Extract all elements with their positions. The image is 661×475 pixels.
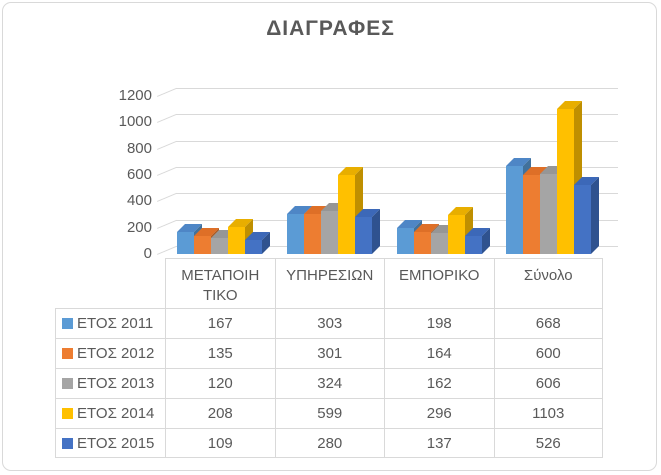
gridline-diagonal xyxy=(157,88,177,97)
bar-side-face xyxy=(591,177,599,254)
y-tick-label: 200 xyxy=(126,218,152,236)
bar xyxy=(465,228,490,254)
table-category-header: ΕΜΠΟΡΙΚΟ xyxy=(384,258,494,308)
table-legend-cell: ΕΤΟΣ 2011 xyxy=(55,308,165,338)
legend-swatch xyxy=(62,408,73,419)
table-value-cell: 135 xyxy=(165,338,275,368)
table-legend-cell: ΕΤΟΣ 2015 xyxy=(55,428,165,458)
table-value-cell: 109 xyxy=(165,428,275,458)
bar-side-face xyxy=(372,209,380,254)
gridline-diagonal xyxy=(157,193,177,203)
gridline xyxy=(176,140,618,142)
series-name: ΕΤΟΣ 2014 xyxy=(77,405,155,422)
gridline xyxy=(176,193,618,195)
gridline xyxy=(176,167,618,168)
bar xyxy=(506,158,531,254)
bar xyxy=(228,219,253,254)
bar xyxy=(245,232,270,254)
bar xyxy=(414,224,439,254)
table-value-cell: 600 xyxy=(493,338,603,368)
bar xyxy=(194,228,219,254)
bar xyxy=(557,101,582,254)
bar xyxy=(287,206,312,254)
table-value-cell: 167 xyxy=(165,308,275,338)
legend-swatch xyxy=(62,318,73,329)
table-value-cell: 208 xyxy=(165,398,275,428)
gridline-diagonal xyxy=(157,140,177,150)
y-tick-label: 1200 xyxy=(118,87,152,104)
chart-title: ΔΙΑΓΡΑΦΕΣ xyxy=(266,17,395,40)
table-value-cell: 526 xyxy=(493,428,603,458)
table-corner-blank xyxy=(55,258,165,308)
bar xyxy=(523,167,548,254)
bar xyxy=(431,225,456,254)
table-legend-cell: ΕΤΟΣ 2014 xyxy=(55,398,165,428)
series-name: ΕΤΟΣ 2011 xyxy=(77,315,154,332)
bar xyxy=(304,206,329,254)
table-category-header: ΥΠΗΡΕΣΙΩΝ xyxy=(274,258,384,308)
table-value-cell: 280 xyxy=(274,428,384,458)
bar xyxy=(338,167,363,254)
table-value-cell: 301 xyxy=(274,338,384,368)
bar xyxy=(448,207,473,254)
gridline xyxy=(176,219,618,221)
table-category-header: Σύνολο xyxy=(493,258,603,308)
table-value-cell: 164 xyxy=(384,338,494,368)
y-tick-label: 1000 xyxy=(118,113,152,131)
y-tick-label: 0 xyxy=(143,245,152,262)
table-value-cell: 324 xyxy=(274,368,384,398)
gridline xyxy=(176,88,618,89)
bar xyxy=(574,177,599,254)
legend-swatch xyxy=(62,348,73,359)
data-table: ΜΕΤΑΠΟΙΗ ΤΙΚΟ ΥΠΗΡΕΣΙΩΝ ΕΜΠΟΡΙΚΟ Σύνολο ΕΤΟΣ… xyxy=(55,258,603,458)
table-category-header: ΜΕΤΑΠΟΙΗ ΤΙΚΟ xyxy=(165,258,275,308)
series-name: ΕΤΟΣ 2015 xyxy=(77,434,155,452)
series-name: ΕΤΟΣ 2012 xyxy=(77,345,155,362)
table-value-cell: 198 xyxy=(384,308,494,338)
table-value-cell: 120 xyxy=(165,368,275,398)
legend-swatch xyxy=(62,437,73,449)
series-name: ΕΤΟΣ 2013 xyxy=(77,375,155,392)
bar xyxy=(211,230,236,254)
bar xyxy=(355,209,380,254)
bar xyxy=(397,220,422,254)
gridline-diagonal xyxy=(157,167,177,176)
y-tick-label: 600 xyxy=(126,166,152,183)
bar xyxy=(540,166,565,254)
bar xyxy=(321,203,346,254)
gridline xyxy=(176,114,618,116)
table-value-cell: 303 xyxy=(274,308,384,338)
legend-swatch xyxy=(62,378,73,389)
bar xyxy=(177,224,202,254)
table-value-cell: 668 xyxy=(493,308,603,338)
table-value-cell: 162 xyxy=(384,368,494,398)
table-value-cell: 137 xyxy=(384,428,494,458)
gridline-diagonal xyxy=(157,114,177,124)
table-value-cell: 1103 xyxy=(493,398,603,428)
table-legend-cell: ΕΤΟΣ 2012 xyxy=(55,338,165,368)
y-tick-label: 800 xyxy=(126,139,152,157)
table-value-cell: 599 xyxy=(274,398,384,428)
table-value-cell: 606 xyxy=(493,368,603,398)
gridline-diagonal xyxy=(157,219,177,229)
gridline-diagonal xyxy=(157,246,177,255)
table-value-cell: 296 xyxy=(384,398,494,428)
y-tick-label: 400 xyxy=(126,192,152,210)
table-legend-cell: ΕΤΟΣ 2013 xyxy=(55,368,165,398)
